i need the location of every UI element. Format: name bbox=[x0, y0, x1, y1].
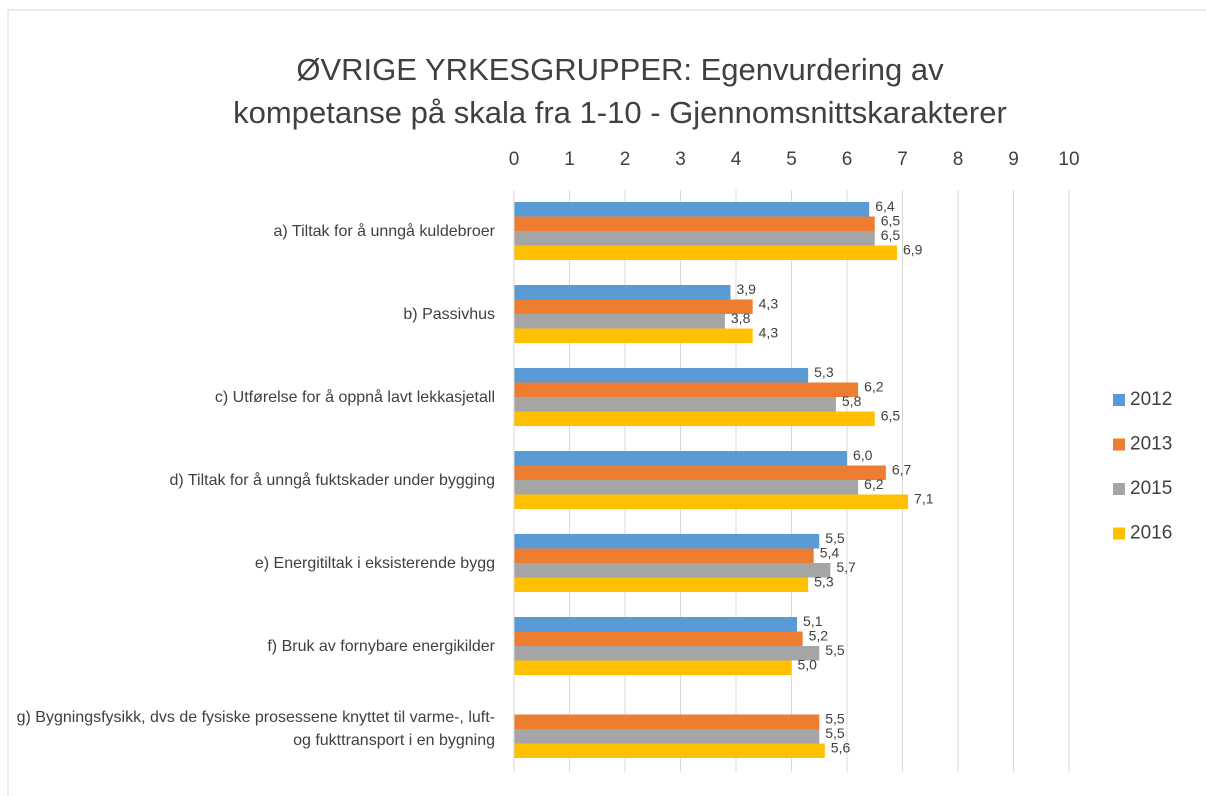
value-label: 7,1 bbox=[914, 490, 934, 506]
value-label: 6,9 bbox=[903, 241, 923, 257]
value-label: 5,8 bbox=[842, 393, 862, 409]
bar bbox=[514, 245, 897, 260]
bar bbox=[514, 368, 809, 383]
value-label: 5,5 bbox=[825, 642, 845, 658]
x-tick-label: 1 bbox=[564, 149, 575, 170]
value-label: 5,5 bbox=[825, 530, 845, 546]
bar bbox=[514, 216, 875, 231]
chart-title: ØVRIGE YRKESGRUPPER: Egenvurdering av ko… bbox=[233, 52, 1007, 130]
category-label: e) Energitiltak i eksisterende bygg bbox=[254, 554, 495, 572]
bar bbox=[514, 299, 753, 314]
bar bbox=[514, 743, 825, 758]
category-label: d) Tiltak for å unngå fuktskader under b… bbox=[169, 471, 495, 489]
bar bbox=[514, 617, 798, 632]
value-label: 4,3 bbox=[759, 295, 779, 311]
value-label: 5,7 bbox=[836, 559, 856, 575]
bar bbox=[514, 328, 753, 343]
legend-swatch bbox=[1113, 394, 1125, 406]
bar bbox=[514, 285, 731, 300]
bar bbox=[514, 646, 820, 661]
value-label: 6,5 bbox=[881, 407, 901, 423]
legend-label: 2013 bbox=[1130, 434, 1172, 455]
bar bbox=[514, 494, 909, 509]
value-label: 6,2 bbox=[864, 378, 884, 394]
value-label: 5,0 bbox=[798, 656, 818, 672]
bar bbox=[514, 465, 886, 480]
bar bbox=[514, 534, 820, 549]
value-label: 6,0 bbox=[853, 447, 873, 463]
category-label: c) Utførelse for å oppnå lavt lekkasjeta… bbox=[214, 388, 495, 406]
value-label: 6,7 bbox=[892, 461, 912, 477]
bar bbox=[514, 231, 875, 246]
value-label: 6,4 bbox=[875, 198, 895, 214]
value-label: 5,1 bbox=[803, 613, 823, 629]
value-label: 3,9 bbox=[736, 281, 756, 297]
value-label: 4,3 bbox=[759, 324, 779, 340]
bar bbox=[514, 397, 836, 412]
bar bbox=[514, 577, 809, 592]
bar bbox=[514, 451, 847, 466]
legend-label: 2016 bbox=[1130, 523, 1172, 544]
x-tick-label: 6 bbox=[842, 149, 853, 170]
bar bbox=[514, 202, 870, 217]
bar bbox=[514, 548, 814, 563]
x-tick-label: 10 bbox=[1058, 149, 1079, 170]
value-label: 6,5 bbox=[881, 227, 901, 243]
value-label: 5,2 bbox=[809, 627, 829, 643]
bar bbox=[514, 660, 792, 675]
bar bbox=[514, 314, 725, 329]
bar bbox=[514, 714, 820, 729]
value-label: 5,6 bbox=[831, 739, 851, 755]
bar bbox=[514, 382, 859, 397]
value-label: 5,5 bbox=[825, 725, 845, 741]
x-tick-label: 0 bbox=[509, 149, 520, 170]
value-label: 6,5 bbox=[881, 212, 901, 228]
value-label: 5,4 bbox=[820, 544, 840, 560]
bar bbox=[514, 480, 859, 495]
bar bbox=[514, 729, 820, 744]
value-label: 3,8 bbox=[731, 310, 751, 326]
bar bbox=[514, 411, 875, 426]
x-tick-label: 8 bbox=[953, 149, 964, 170]
value-label: 5,3 bbox=[814, 573, 834, 589]
x-tick-label: 3 bbox=[675, 149, 686, 170]
category-label: f) Bruk av fornybare energikilder bbox=[267, 637, 495, 655]
bar bbox=[514, 563, 831, 578]
x-tick-label: 2 bbox=[620, 149, 631, 170]
value-label: 6,2 bbox=[864, 476, 884, 492]
value-label: 5,5 bbox=[825, 710, 845, 726]
chart-border bbox=[7, 9, 1206, 796]
x-tick-label: 5 bbox=[786, 149, 797, 170]
bar bbox=[514, 631, 803, 646]
legend-swatch bbox=[1113, 438, 1125, 451]
category-label: g) Bygningsfysikk, dvs de fysiske proses… bbox=[16, 709, 495, 749]
category-label: b) Passivhus bbox=[403, 305, 495, 323]
legend-swatch bbox=[1113, 483, 1125, 495]
x-tick-label: 9 bbox=[1008, 149, 1019, 170]
legend-swatch bbox=[1113, 527, 1125, 540]
legend-label: 2015 bbox=[1130, 478, 1172, 499]
legend-label: 2012 bbox=[1130, 389, 1172, 410]
x-tick-label: 7 bbox=[897, 149, 908, 170]
category-label: a) Tiltak for å unngå kuldebroer bbox=[273, 222, 495, 240]
x-tick-label: 4 bbox=[731, 149, 742, 170]
value-label: 5,3 bbox=[814, 364, 834, 380]
